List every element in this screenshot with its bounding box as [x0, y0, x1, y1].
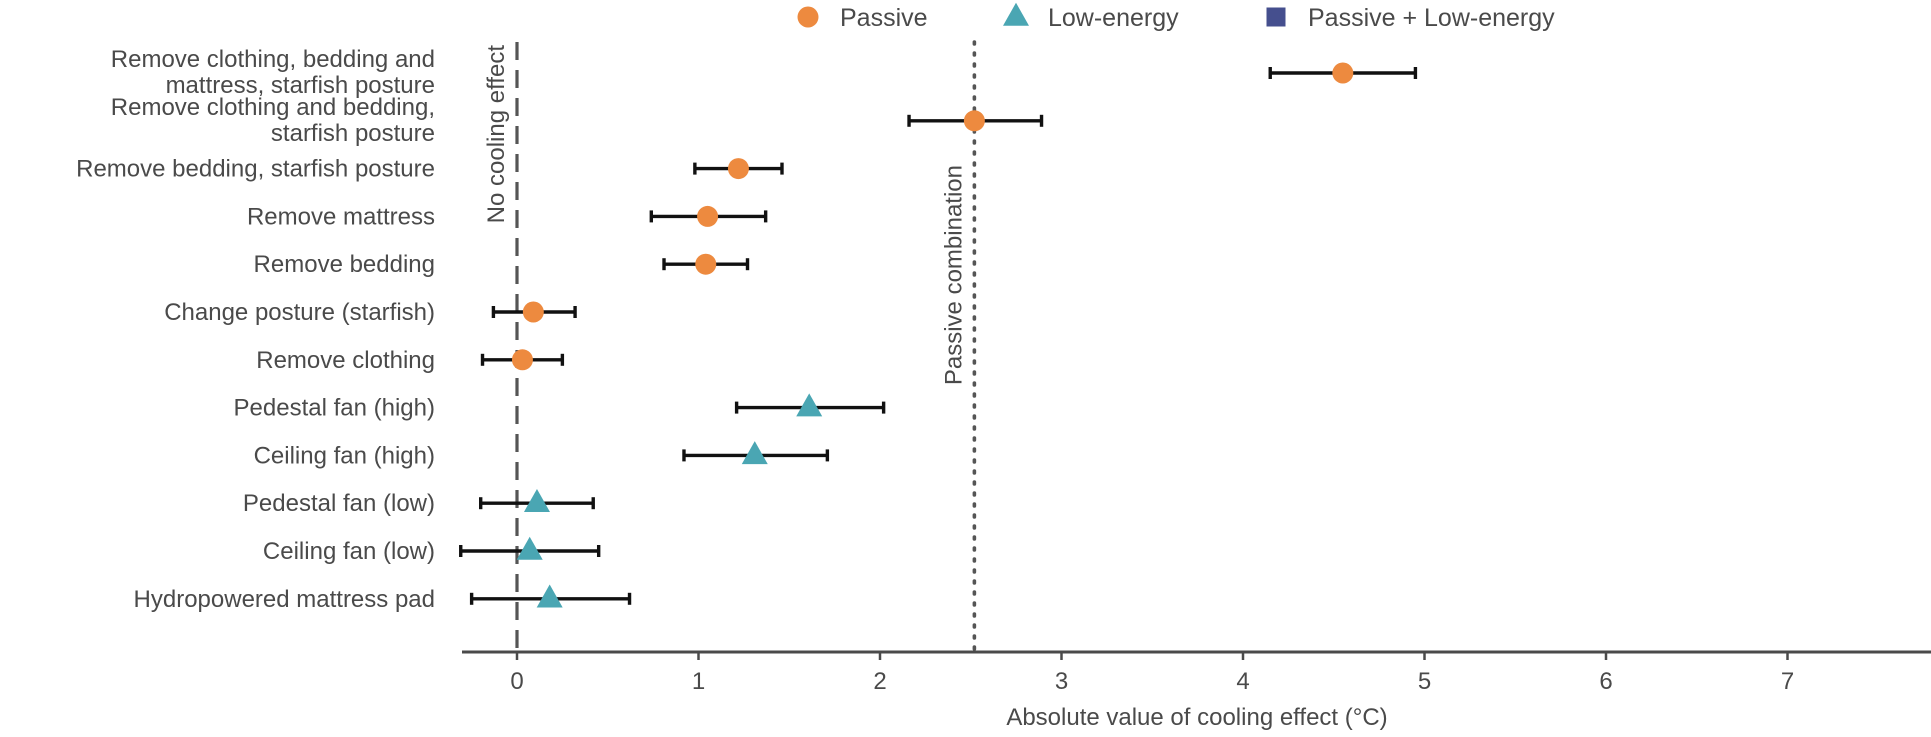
data-point-triangle — [516, 536, 543, 560]
x-tick-label: 2 — [873, 668, 886, 695]
data-point-circle — [963, 110, 985, 132]
row-label: Hydropowered mattress pad — [134, 586, 435, 613]
data-point-circle — [511, 349, 533, 371]
data-point-circle — [727, 158, 749, 180]
legend-label-low-energy: Low-energy — [1048, 4, 1179, 32]
row-label: Remove clothing — [256, 347, 435, 374]
reference-line-label: Passive combination — [940, 165, 967, 385]
row-label: mattress, starfish posture — [166, 72, 435, 99]
row-label: Pedestal fan (high) — [234, 395, 435, 422]
point-markers — [511, 62, 1354, 608]
x-tick-label: 0 — [510, 668, 523, 695]
legend-square-icon — [1266, 7, 1286, 27]
reference-line-label: No cooling effect — [483, 45, 510, 224]
x-axis-title: Absolute value of cooling effect (°C) — [1006, 704, 1387, 731]
row-label: Remove clothing and bedding, — [111, 94, 435, 121]
data-point-triangle — [796, 393, 823, 417]
data-point-circle — [697, 205, 719, 227]
x-tick-label: 1 — [692, 668, 705, 695]
data-point-circle — [695, 253, 717, 275]
row-label: Remove clothing, bedding and — [111, 46, 435, 73]
error-bars — [459, 67, 1418, 605]
legend-label-passive: Passive — [840, 4, 928, 32]
legend-label-passive-low-energy: Passive + Low-energy — [1308, 4, 1555, 32]
legend: Passive Low-energy Passive + Low-energy — [797, 2, 1555, 32]
x-tick-label: 7 — [1781, 668, 1794, 695]
data-point-triangle — [536, 584, 563, 608]
legend-triangle-icon — [1003, 2, 1029, 26]
data-point-circle — [1332, 62, 1354, 84]
row-label: starfish posture — [271, 120, 435, 147]
x-axis: 0 1 2 3 4 5 6 7 — [462, 650, 1931, 695]
row-label: Ceiling fan (high) — [254, 442, 435, 469]
reference-lines: No cooling effect Passive combination — [483, 40, 977, 654]
row-label: Remove bedding — [254, 251, 435, 278]
x-tick-label: 6 — [1599, 668, 1612, 695]
x-tick-label: 5 — [1418, 668, 1431, 695]
data-point-triangle — [523, 488, 550, 512]
x-tick-label: 3 — [1055, 668, 1068, 695]
row-label: Remove mattress — [247, 203, 435, 230]
legend-circle-icon — [797, 6, 819, 28]
row-label: Change posture (starfish) — [164, 299, 435, 326]
data-point-triangle — [741, 441, 768, 465]
x-tick-label: 4 — [1236, 668, 1249, 695]
row-label: Ceiling fan (low) — [263, 538, 435, 565]
row-label: Remove bedding, starfish posture — [76, 156, 435, 183]
row-label: Pedestal fan (low) — [243, 490, 435, 517]
data-point-circle — [522, 301, 544, 323]
